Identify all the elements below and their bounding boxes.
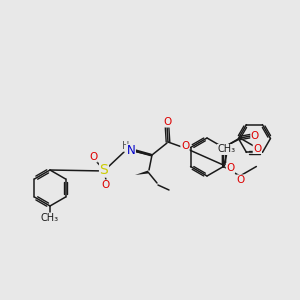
Text: H: H [122, 141, 130, 151]
Text: O: O [237, 175, 245, 185]
Text: O: O [89, 152, 97, 162]
Text: O: O [163, 117, 171, 127]
Text: CH₃: CH₃ [218, 145, 236, 154]
Text: O: O [253, 143, 262, 154]
Polygon shape [135, 170, 148, 175]
Text: O: O [226, 164, 235, 173]
Text: CH₃: CH₃ [41, 213, 59, 223]
Text: N: N [127, 145, 135, 158]
Text: O: O [181, 141, 189, 151]
Text: O: O [102, 180, 110, 190]
Text: O: O [251, 131, 259, 141]
Text: S: S [100, 163, 108, 177]
